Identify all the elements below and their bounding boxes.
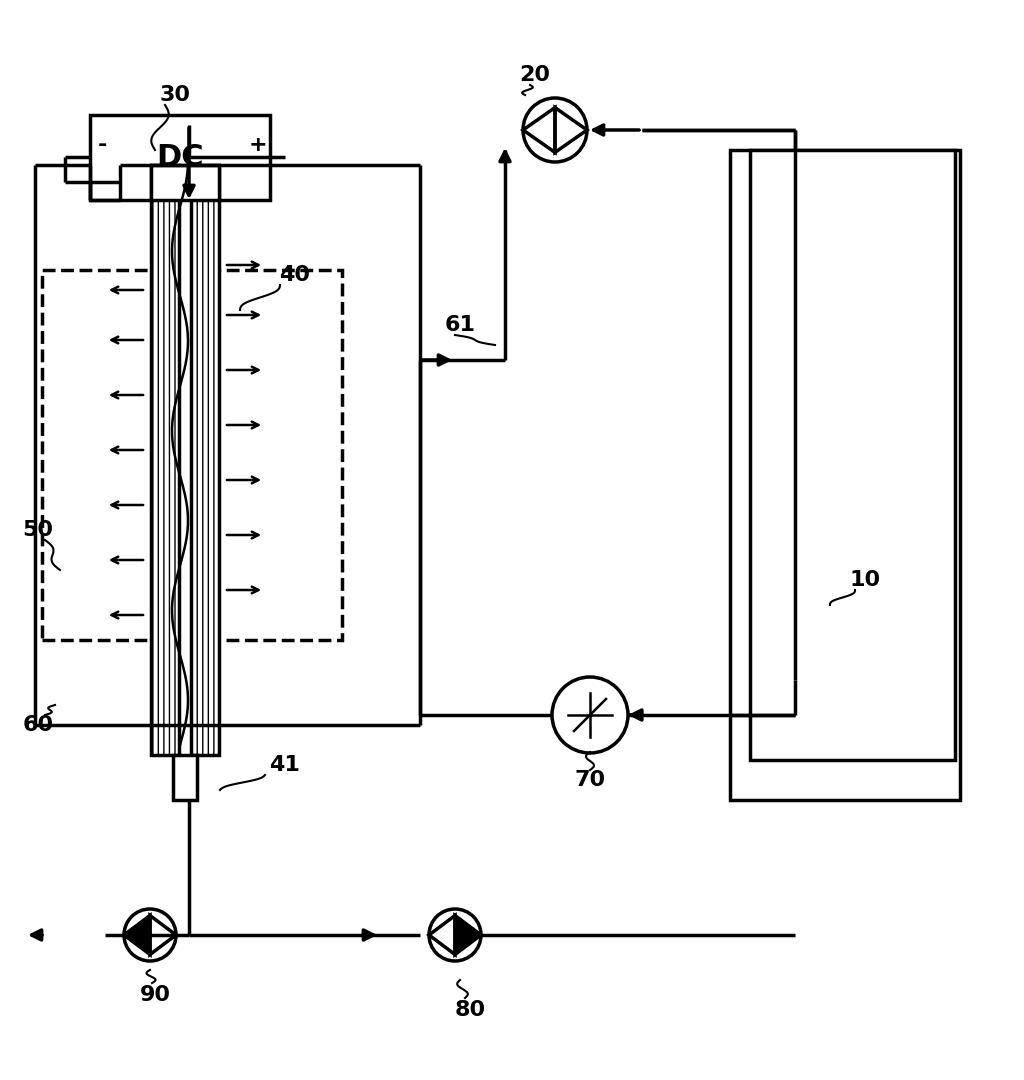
Bar xyxy=(151,165,179,755)
Bar xyxy=(90,114,270,200)
Bar xyxy=(173,755,197,800)
Text: 10: 10 xyxy=(850,570,881,590)
Text: 40: 40 xyxy=(280,265,310,285)
Text: +: + xyxy=(249,135,267,156)
Bar xyxy=(151,165,219,200)
Bar xyxy=(42,270,342,640)
Text: -: - xyxy=(97,135,106,156)
Text: 80: 80 xyxy=(455,1000,485,1020)
Text: 30: 30 xyxy=(160,85,190,105)
Text: 61: 61 xyxy=(444,315,475,335)
Polygon shape xyxy=(124,916,150,955)
Text: 90: 90 xyxy=(139,985,171,1005)
Text: 70: 70 xyxy=(574,770,605,789)
Bar xyxy=(750,150,955,760)
Text: 41: 41 xyxy=(269,755,300,775)
Text: 50: 50 xyxy=(23,519,53,540)
Polygon shape xyxy=(455,916,481,955)
Bar xyxy=(730,150,961,800)
Text: 60: 60 xyxy=(23,715,53,735)
Bar xyxy=(191,165,219,755)
Text: DC: DC xyxy=(157,143,204,172)
Text: 20: 20 xyxy=(519,65,551,85)
